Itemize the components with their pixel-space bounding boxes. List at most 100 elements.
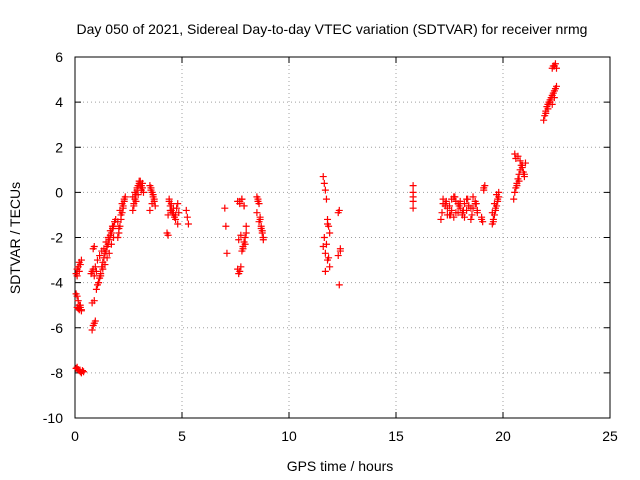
data-point <box>516 157 524 165</box>
data-point <box>334 252 342 260</box>
data-point <box>335 206 343 214</box>
data-point <box>321 267 329 275</box>
x-axis-label: GPS time / hours <box>287 458 394 474</box>
data-point <box>108 222 116 230</box>
data-point <box>95 279 103 287</box>
data-point <box>104 234 112 241</box>
data-point <box>149 191 157 199</box>
data-point <box>320 179 328 187</box>
data-point <box>550 94 558 102</box>
data-point <box>409 204 417 212</box>
data-point <box>235 236 243 244</box>
data-point <box>446 211 453 219</box>
data-point <box>467 215 475 223</box>
y-tick-label: 0 <box>55 184 63 200</box>
data-point <box>137 186 145 194</box>
data-point <box>101 261 109 269</box>
y-tick-label: 6 <box>55 49 63 65</box>
data-point <box>321 249 329 257</box>
data-point <box>106 227 114 235</box>
data-point <box>164 231 172 239</box>
data-point <box>91 263 99 271</box>
data-point <box>117 211 125 219</box>
x-tick-label: 20 <box>495 428 511 444</box>
data-point <box>335 281 343 289</box>
data-point <box>450 193 458 201</box>
data-point <box>325 254 333 262</box>
data-point <box>489 218 497 226</box>
data-point <box>540 116 548 124</box>
data-point <box>97 272 105 280</box>
data-point <box>166 206 174 214</box>
data-point <box>240 202 248 210</box>
data-point <box>322 195 330 203</box>
data-point <box>239 245 247 253</box>
data-point <box>237 231 245 239</box>
x-tick-label: 25 <box>602 428 618 444</box>
data-point <box>481 182 489 190</box>
data-point <box>460 213 468 221</box>
data-point <box>114 234 122 241</box>
data-point <box>138 179 146 187</box>
data-point <box>92 285 100 293</box>
data-point <box>96 252 104 260</box>
data-point <box>119 202 127 210</box>
data-point <box>322 240 330 248</box>
data-point <box>321 186 329 194</box>
data-point <box>253 209 261 217</box>
data-point <box>132 197 140 205</box>
data-points <box>72 60 560 377</box>
y-axis-label: SDTVAR / TECUs <box>7 182 23 294</box>
data-point <box>75 267 83 275</box>
data-point <box>478 215 486 223</box>
data-point <box>100 245 108 253</box>
data-point <box>490 200 498 208</box>
data-point <box>468 211 476 219</box>
data-point <box>542 109 550 117</box>
x-tick-label: 5 <box>178 428 186 444</box>
data-point <box>105 249 113 257</box>
data-point <box>80 368 88 376</box>
data-point <box>75 258 83 266</box>
data-point <box>511 150 519 158</box>
data-point <box>90 243 98 251</box>
data-point <box>223 249 231 257</box>
data-point <box>93 256 101 264</box>
data-point <box>256 215 264 223</box>
data-point <box>463 195 471 203</box>
data-point <box>236 267 244 275</box>
data-point <box>454 200 462 208</box>
data-point <box>460 200 468 208</box>
data-point <box>174 220 182 228</box>
data-point <box>409 193 417 201</box>
data-point <box>134 191 142 199</box>
data-point <box>520 170 528 178</box>
data-point <box>165 195 173 203</box>
data-point <box>553 64 560 72</box>
y-tick-label: 2 <box>55 139 63 155</box>
y-tick-label: -2 <box>51 230 64 246</box>
data-point <box>73 292 81 300</box>
data-point <box>167 200 175 208</box>
data-point <box>494 195 502 203</box>
data-point <box>129 206 137 214</box>
data-point <box>513 182 521 190</box>
data-point <box>326 229 334 237</box>
data-point <box>488 209 496 217</box>
data-point <box>553 82 560 90</box>
data-point <box>182 206 190 214</box>
data-point <box>515 177 523 185</box>
data-point <box>90 297 98 305</box>
y-tick-label: -6 <box>51 320 64 336</box>
data-point <box>184 220 192 228</box>
data-point <box>241 234 249 241</box>
data-point <box>242 229 250 237</box>
data-point <box>77 307 85 315</box>
data-point <box>174 200 182 208</box>
data-point <box>88 326 96 334</box>
grid-lines <box>75 57 610 418</box>
data-point <box>150 195 158 203</box>
data-point <box>467 204 475 212</box>
data-point <box>183 213 191 221</box>
